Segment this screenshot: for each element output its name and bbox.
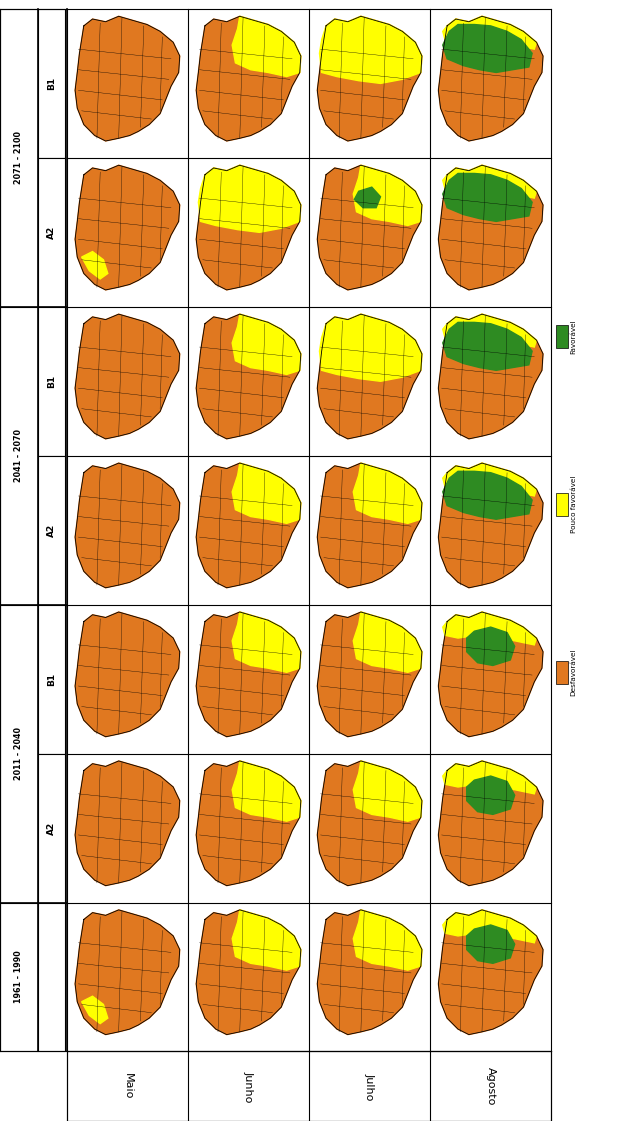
Polygon shape: [467, 925, 514, 963]
Polygon shape: [75, 761, 180, 886]
Bar: [556, 325, 568, 348]
Polygon shape: [318, 463, 422, 587]
Polygon shape: [442, 471, 532, 519]
Polygon shape: [75, 17, 180, 141]
Bar: [38, 9, 65, 158]
Polygon shape: [232, 612, 301, 673]
Polygon shape: [318, 17, 422, 141]
Bar: [0, 604, 38, 902]
Polygon shape: [353, 165, 422, 225]
Text: A2: A2: [47, 822, 56, 835]
Polygon shape: [467, 627, 514, 666]
Polygon shape: [319, 314, 422, 381]
Polygon shape: [438, 910, 543, 1035]
Polygon shape: [438, 761, 543, 886]
Polygon shape: [438, 612, 543, 736]
Bar: [0, 307, 38, 604]
Polygon shape: [75, 612, 180, 736]
Polygon shape: [75, 165, 180, 290]
Text: B1: B1: [47, 77, 56, 90]
Polygon shape: [196, 17, 301, 141]
Text: 2011 - 2040: 2011 - 2040: [14, 728, 23, 780]
Polygon shape: [442, 17, 536, 49]
Text: A2: A2: [47, 225, 56, 239]
Bar: [0, 9, 38, 307]
Text: Junho: Junho: [244, 1071, 254, 1102]
Bar: [0, 902, 38, 1051]
Polygon shape: [354, 187, 381, 207]
Polygon shape: [196, 165, 301, 290]
Text: Julho: Julho: [364, 1073, 374, 1100]
Polygon shape: [438, 314, 543, 438]
Text: 2041 - 2070: 2041 - 2070: [14, 429, 23, 482]
Polygon shape: [319, 17, 422, 83]
Polygon shape: [353, 612, 422, 673]
Polygon shape: [438, 165, 543, 290]
Text: Maio: Maio: [122, 1073, 132, 1100]
Polygon shape: [318, 314, 422, 438]
Polygon shape: [82, 997, 107, 1023]
Polygon shape: [438, 17, 543, 141]
Polygon shape: [318, 910, 422, 1035]
Polygon shape: [318, 165, 422, 290]
Text: 2071 - 2100: 2071 - 2100: [14, 131, 23, 184]
Text: B1: B1: [47, 673, 56, 686]
Polygon shape: [232, 314, 301, 374]
Polygon shape: [232, 761, 301, 822]
Bar: [556, 661, 568, 684]
Bar: [38, 753, 65, 902]
Polygon shape: [438, 463, 543, 587]
Polygon shape: [442, 314, 536, 348]
Polygon shape: [196, 612, 301, 736]
Polygon shape: [196, 761, 301, 886]
Polygon shape: [442, 174, 532, 222]
Text: Agosto: Agosto: [486, 1067, 496, 1105]
Polygon shape: [232, 463, 301, 524]
Polygon shape: [196, 314, 301, 438]
Polygon shape: [442, 25, 532, 73]
Bar: [67, 1051, 551, 1121]
Bar: [556, 493, 568, 516]
Polygon shape: [442, 910, 536, 943]
Polygon shape: [196, 463, 301, 587]
Polygon shape: [75, 314, 180, 438]
Text: Desfavorável: Desfavorável: [571, 649, 577, 696]
Polygon shape: [467, 776, 514, 814]
Bar: [38, 158, 65, 307]
Polygon shape: [198, 165, 301, 232]
Polygon shape: [353, 761, 422, 822]
Polygon shape: [82, 251, 107, 279]
Polygon shape: [75, 463, 180, 587]
Text: Pouco favorável: Pouco favorável: [571, 475, 577, 534]
Bar: [38, 604, 65, 753]
Bar: [38, 902, 65, 1051]
Polygon shape: [232, 910, 301, 970]
Polygon shape: [353, 463, 422, 524]
Bar: [38, 307, 65, 456]
Polygon shape: [318, 761, 422, 886]
Polygon shape: [318, 612, 422, 736]
Polygon shape: [442, 165, 536, 198]
Polygon shape: [442, 612, 536, 645]
Polygon shape: [75, 910, 180, 1035]
Polygon shape: [442, 761, 536, 794]
Polygon shape: [442, 463, 536, 495]
Text: 1961 - 1990: 1961 - 1990: [14, 951, 23, 1003]
Polygon shape: [442, 323, 532, 370]
Polygon shape: [353, 910, 422, 970]
Bar: [38, 456, 65, 604]
Text: B1: B1: [47, 374, 56, 388]
Polygon shape: [196, 910, 301, 1035]
Polygon shape: [232, 17, 301, 76]
Text: Favorável: Favorável: [571, 319, 577, 353]
Text: A2: A2: [47, 524, 56, 537]
